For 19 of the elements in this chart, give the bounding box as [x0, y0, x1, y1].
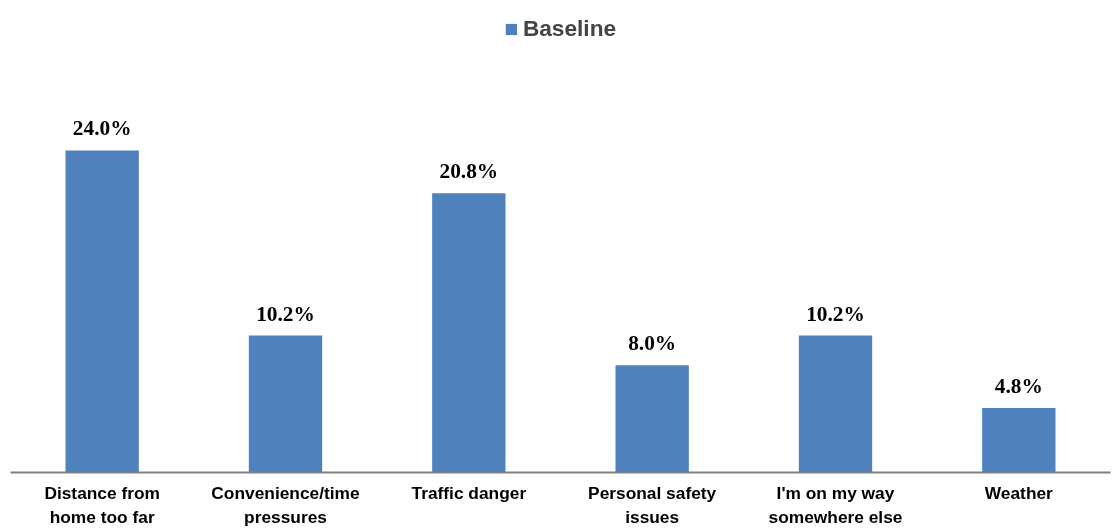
bar	[615, 365, 689, 473]
x-tick-label: Traffic danger	[411, 482, 527, 503]
bar	[65, 150, 139, 473]
bar	[798, 335, 873, 473]
x-tick-label: Distance from home too far	[44, 482, 160, 527]
x-tick-label: Convenience/time pressures	[211, 482, 361, 527]
data-label: 10.2%	[806, 301, 865, 326]
data-label: 24.0%	[72, 116, 132, 141]
data-label: 20.8%	[439, 159, 499, 184]
bar	[982, 408, 1056, 473]
x-tick-label: Weather	[984, 482, 1054, 503]
legend-label: Baseline	[522, 15, 617, 42]
x-tick-label: I'm on my way somewhere else	[768, 482, 903, 527]
bar	[432, 193, 506, 473]
data-label: 10.2%	[256, 301, 315, 326]
data-label: 4.8%	[994, 374, 1043, 399]
x-tick-label: Personal safety issues	[588, 482, 717, 527]
data-label: 8.0%	[628, 331, 677, 356]
bar	[248, 335, 323, 473]
